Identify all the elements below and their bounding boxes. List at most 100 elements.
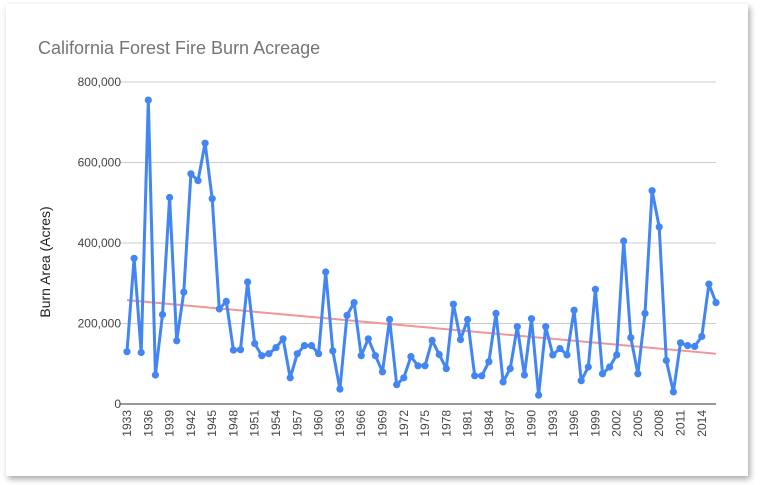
data-point	[371, 352, 379, 360]
data-point	[400, 374, 408, 382]
data-point	[336, 385, 344, 393]
data-point	[187, 170, 195, 178]
data-point	[648, 187, 656, 195]
data-point	[130, 254, 138, 262]
data-point	[627, 334, 635, 342]
x-tick-label: 1954	[269, 410, 283, 437]
x-tick-label: 1996	[567, 410, 581, 437]
x-tick-label: 1966	[354, 410, 368, 437]
data-point	[449, 300, 457, 308]
data-point	[620, 237, 628, 245]
data-point	[357, 352, 365, 360]
data-point	[279, 335, 287, 343]
data-point	[634, 370, 642, 378]
data-point	[137, 348, 145, 357]
data-point	[265, 350, 273, 358]
x-tick-label: 1939	[163, 410, 177, 437]
y-tick-label: 400,000	[78, 236, 122, 250]
x-tick-label: 1951	[248, 410, 262, 437]
x-tick-label: 1945	[205, 410, 219, 437]
y-tick-label: 200,000	[78, 317, 122, 331]
x-tick-label: 1990	[524, 410, 538, 437]
data-point	[151, 371, 159, 379]
data-point	[307, 342, 316, 350]
data-point	[435, 350, 443, 359]
data-point	[428, 336, 436, 344]
y-tick-labels: 0 200,000 400,000 600,000 800,000	[78, 75, 122, 411]
data-point	[166, 193, 174, 202]
gridlines	[120, 81, 716, 405]
data-point	[478, 372, 486, 380]
data-point	[244, 278, 252, 286]
y-axis-label: Burn Area (Acres)	[37, 206, 53, 317]
data-point	[684, 342, 692, 350]
data-point	[315, 350, 323, 358]
x-tick-label: 1975	[418, 410, 432, 437]
x-tick-label: 2005	[631, 410, 645, 437]
y-tick-label: 800,000	[78, 75, 122, 89]
data-point	[201, 139, 209, 147]
data-point	[570, 306, 578, 314]
data-point	[180, 288, 188, 296]
data-point	[591, 285, 600, 293]
x-tick-label: 1936	[141, 410, 155, 437]
x-tick-label: 1963	[333, 410, 347, 437]
data-point	[414, 362, 422, 370]
data-point	[669, 388, 678, 396]
data-point	[286, 374, 294, 382]
data-point	[613, 351, 621, 359]
data-point	[251, 340, 259, 348]
data-point	[691, 342, 699, 350]
data-point	[378, 368, 387, 376]
series-line	[125, 98, 718, 397]
data-point	[485, 358, 493, 366]
data-point	[407, 352, 415, 361]
data-point	[527, 315, 536, 323]
x-tick-label: 1984	[482, 410, 496, 437]
data-point	[662, 356, 670, 365]
x-tick-label: 1948	[226, 410, 240, 437]
x-tick-label: 2008	[652, 410, 666, 437]
data-point	[144, 96, 152, 104]
data-point	[471, 372, 479, 380]
data-point	[513, 323, 521, 331]
data-point	[272, 344, 280, 352]
data-point	[194, 177, 202, 185]
chart-card: California Forest Fire Burn Acreage Burn…	[6, 4, 748, 476]
data-point	[208, 195, 216, 203]
data-point	[705, 280, 713, 288]
data-point	[712, 299, 720, 307]
x-tick-label: 1987	[503, 410, 517, 437]
data-point	[364, 335, 372, 343]
data-point	[676, 339, 685, 347]
data-points	[123, 96, 720, 399]
data-point	[698, 332, 706, 340]
data-point	[556, 344, 564, 353]
data-point	[329, 347, 337, 355]
data-point	[173, 337, 181, 345]
data-point	[322, 268, 330, 276]
data-point	[350, 299, 358, 307]
y-tick-label: 600,000	[78, 156, 122, 170]
x-tick-label: 1933	[120, 410, 134, 437]
data-point	[293, 350, 301, 358]
data-point	[158, 311, 167, 319]
data-point	[456, 336, 465, 344]
x-tick-label: 2011	[674, 410, 688, 436]
data-point	[236, 346, 245, 354]
data-point	[542, 323, 550, 331]
chart-svg: California Forest Fire Burn Acreage Burn…	[37, 38, 720, 437]
data-point	[492, 309, 500, 317]
data-point	[215, 305, 223, 313]
x-tick-label: 1957	[290, 410, 304, 437]
data-point	[229, 346, 237, 354]
x-tick-labels: 1933 1936 1939 1942 1945 1948 1951 1954 1957 1960…	[120, 410, 709, 437]
chart-title: California Forest Fire Burn Acreage	[38, 38, 320, 58]
data-point	[386, 315, 394, 324]
data-point	[506, 365, 514, 373]
x-tick-label: 1960	[312, 410, 326, 437]
data-point	[577, 377, 585, 385]
data-point	[258, 352, 266, 360]
data-point	[549, 351, 557, 359]
data-point	[535, 391, 543, 399]
